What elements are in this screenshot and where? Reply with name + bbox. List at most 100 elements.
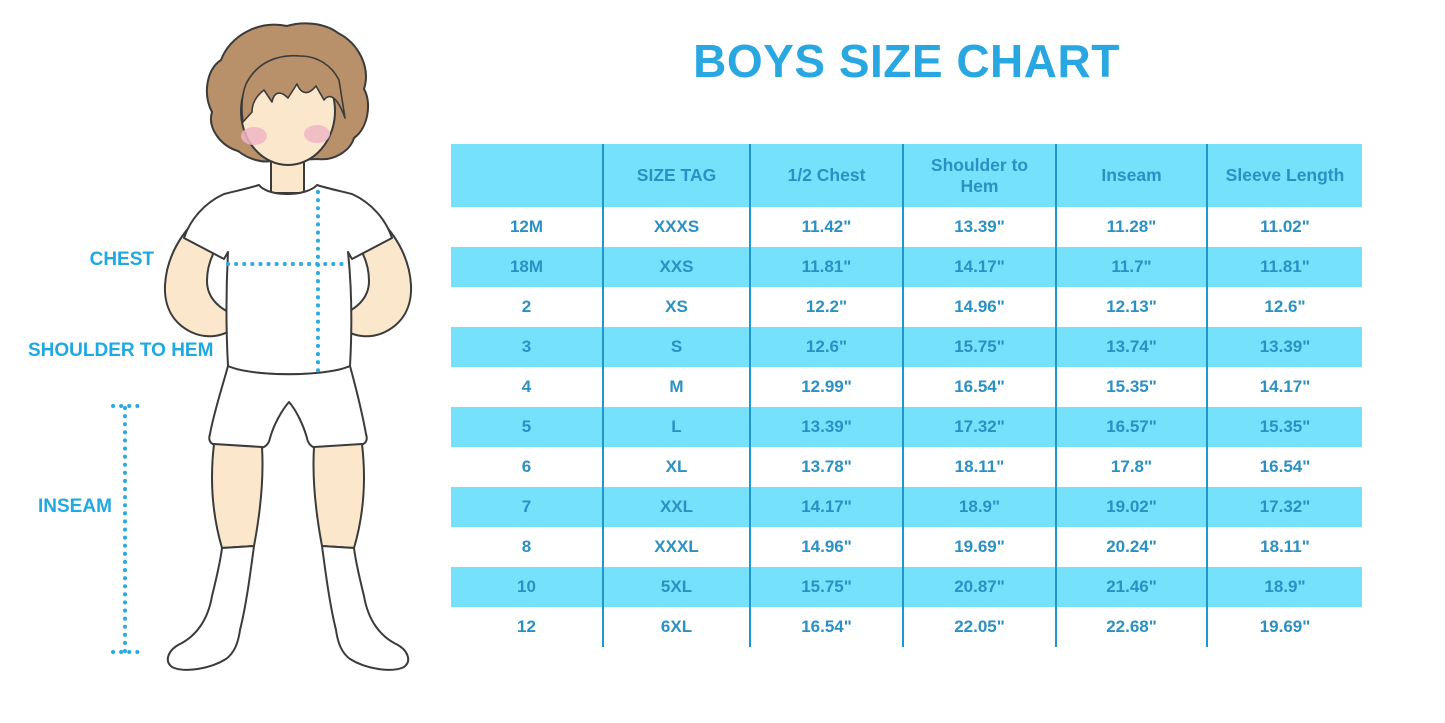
cheek-right bbox=[304, 125, 330, 143]
size-tag-cell: XXXL bbox=[603, 527, 751, 567]
measurement-cell: 14.96" bbox=[903, 287, 1057, 327]
table-row: 8 XXXL 14.96" 19.69" 20.24" 18.11" bbox=[451, 527, 1362, 567]
table-row: 2 XS 12.2" 14.96" 12.13" 12.6" bbox=[451, 287, 1362, 327]
measurement-cell: 19.69" bbox=[903, 527, 1057, 567]
measurement-cell: 11.81" bbox=[1207, 247, 1362, 287]
leg-left bbox=[211, 443, 264, 549]
measurement-cell: 18.9" bbox=[1207, 567, 1362, 607]
column-header-label: Shoulder to Hem bbox=[930, 154, 1029, 196]
measurement-cell: 11.28" bbox=[1056, 207, 1208, 247]
column-header-label: 1/2 Chest bbox=[787, 165, 866, 186]
column-header-label: Inseam bbox=[1101, 165, 1162, 186]
age-size-cell: 6 bbox=[451, 447, 604, 487]
measurement-cell: 14.96" bbox=[750, 527, 904, 567]
measurement-cell: 13.39" bbox=[750, 407, 904, 447]
measurement-cell: 14.17" bbox=[903, 247, 1057, 287]
measurement-cell: 22.68" bbox=[1056, 607, 1208, 647]
age-size-cell: 7 bbox=[451, 487, 604, 527]
measurement-cell: 15.35" bbox=[1056, 367, 1208, 407]
column-header-label: SIZE TAG bbox=[636, 165, 717, 186]
measurement-cell: 12.6" bbox=[750, 327, 904, 367]
measurement-cell: 19.02" bbox=[1056, 487, 1208, 527]
measurement-cell: 14.17" bbox=[750, 487, 904, 527]
size-table-header: SIZE TAG 1/2 Chest Shoulder to Hem Inseam Sl… bbox=[451, 144, 1362, 207]
size-tag-cell: XXS bbox=[603, 247, 751, 287]
measurement-cell: 13.39" bbox=[1207, 327, 1362, 367]
hair-fringe bbox=[241, 54, 346, 123]
measurement-cell: 12.6" bbox=[1207, 287, 1362, 327]
measurement-cell: 15.35" bbox=[1207, 407, 1362, 447]
measurement-cell: 13.78" bbox=[750, 447, 904, 487]
header-row: SIZE TAG 1/2 Chest Shoulder to Hem Inseam Sl… bbox=[451, 144, 1362, 207]
size-tag-cell: L bbox=[603, 407, 751, 447]
column-header bbox=[451, 144, 604, 207]
measurement-cell: 16.54" bbox=[1207, 447, 1362, 487]
measurement-cell: 20.24" bbox=[1056, 527, 1208, 567]
size-tag-cell: 5XL bbox=[603, 567, 751, 607]
measurement-cell: 21.46" bbox=[1056, 567, 1208, 607]
age-size-cell: 4 bbox=[451, 367, 604, 407]
measurement-cell: 17.8" bbox=[1056, 447, 1208, 487]
age-size-cell: 10 bbox=[451, 567, 604, 607]
size-tag-cell: XS bbox=[603, 287, 751, 327]
measurement-cell: 20.87" bbox=[903, 567, 1057, 607]
measurement-cell: 12.13" bbox=[1056, 287, 1208, 327]
measurement-cell: 18.11" bbox=[1207, 527, 1362, 567]
measurement-cell: 13.39" bbox=[903, 207, 1057, 247]
measurement-cell: 13.74" bbox=[1056, 327, 1208, 367]
size-tag-cell: M bbox=[603, 367, 751, 407]
age-size-cell: 12M bbox=[451, 207, 604, 247]
shoulder-to-hem-label: SHOULDER TO HEM bbox=[28, 340, 214, 361]
measurement-cell: 19.69" bbox=[1207, 607, 1362, 647]
size-tag-cell: XXXS bbox=[603, 207, 751, 247]
measurement-cell: 17.32" bbox=[903, 407, 1057, 447]
measurement-cell: 16.54" bbox=[903, 367, 1057, 407]
table-row: 4 M 12.99" 16.54" 15.35" 14.17" bbox=[451, 367, 1362, 407]
chest-label: CHEST bbox=[89, 249, 154, 270]
age-size-cell: 12 bbox=[451, 607, 604, 647]
column-header-label: Sleeve Length bbox=[1225, 165, 1345, 186]
column-header: Sleeve Length bbox=[1207, 144, 1362, 207]
size-tag-cell: XL bbox=[603, 447, 751, 487]
age-size-cell: 5 bbox=[451, 407, 604, 447]
measurement-cell: 14.17" bbox=[1207, 367, 1362, 407]
table-row: 12M XXXS 11.42" 13.39" 11.28" 11.02" bbox=[451, 207, 1362, 247]
column-header: SIZE TAG bbox=[603, 144, 751, 207]
measurement-cell: 16.57" bbox=[1056, 407, 1208, 447]
measurement-cell: 12.99" bbox=[750, 367, 904, 407]
measurement-cell: 17.32" bbox=[1207, 487, 1362, 527]
age-size-cell: 2 bbox=[451, 287, 604, 327]
sock-left bbox=[166, 545, 255, 671]
measurement-cell: 15.75" bbox=[750, 567, 904, 607]
page-title: BOYS SIZE CHART bbox=[693, 35, 1120, 87]
measurement-cell: 11.02" bbox=[1207, 207, 1362, 247]
age-size-cell: 3 bbox=[451, 327, 604, 367]
table-row: 12 6XL 16.54" 22.05" 22.68" 19.69" bbox=[451, 607, 1362, 647]
table-row: 5 L 13.39" 17.32" 16.57" 15.35" bbox=[451, 407, 1362, 447]
measurement-cell: 12.2" bbox=[750, 287, 904, 327]
age-size-cell: 18M bbox=[451, 247, 604, 287]
size-table-body: 12M XXXS 11.42" 13.39" 11.28" 11.02" 18M XXS 11.… bbox=[451, 207, 1362, 647]
inseam-label: INSEAM bbox=[38, 496, 112, 517]
column-header: Inseam bbox=[1056, 144, 1208, 207]
measurement-cell: 18.9" bbox=[903, 487, 1057, 527]
table-row: 10 5XL 15.75" 20.87" 21.46" 18.9" bbox=[451, 567, 1362, 607]
measurement-cell: 16.54" bbox=[750, 607, 904, 647]
size-chart-table: SIZE TAG 1/2 Chest Shoulder to Hem Inseam Sl… bbox=[451, 144, 1362, 647]
column-header: Shoulder to Hem bbox=[903, 144, 1057, 207]
boy-illustration bbox=[111, 22, 413, 671]
table-row: 3 S 12.6" 15.75" 13.74" 13.39" bbox=[451, 327, 1362, 367]
leg-right bbox=[312, 443, 365, 549]
column-header: 1/2 Chest bbox=[750, 144, 904, 207]
table-row: 6 XL 13.78" 18.11" 17.8" 16.54" bbox=[451, 447, 1362, 487]
size-tag-cell: XXL bbox=[603, 487, 751, 527]
size-tag-cell: S bbox=[603, 327, 751, 367]
measurement-cell: 11.81" bbox=[750, 247, 904, 287]
measurement-cell: 15.75" bbox=[903, 327, 1057, 367]
age-size-cell: 8 bbox=[451, 527, 604, 567]
t-shirt bbox=[183, 184, 393, 376]
measurement-cell: 11.7" bbox=[1056, 247, 1208, 287]
cheek-left bbox=[241, 127, 267, 145]
size-tag-cell: 6XL bbox=[603, 607, 751, 647]
measurement-cell: 11.42" bbox=[750, 207, 904, 247]
